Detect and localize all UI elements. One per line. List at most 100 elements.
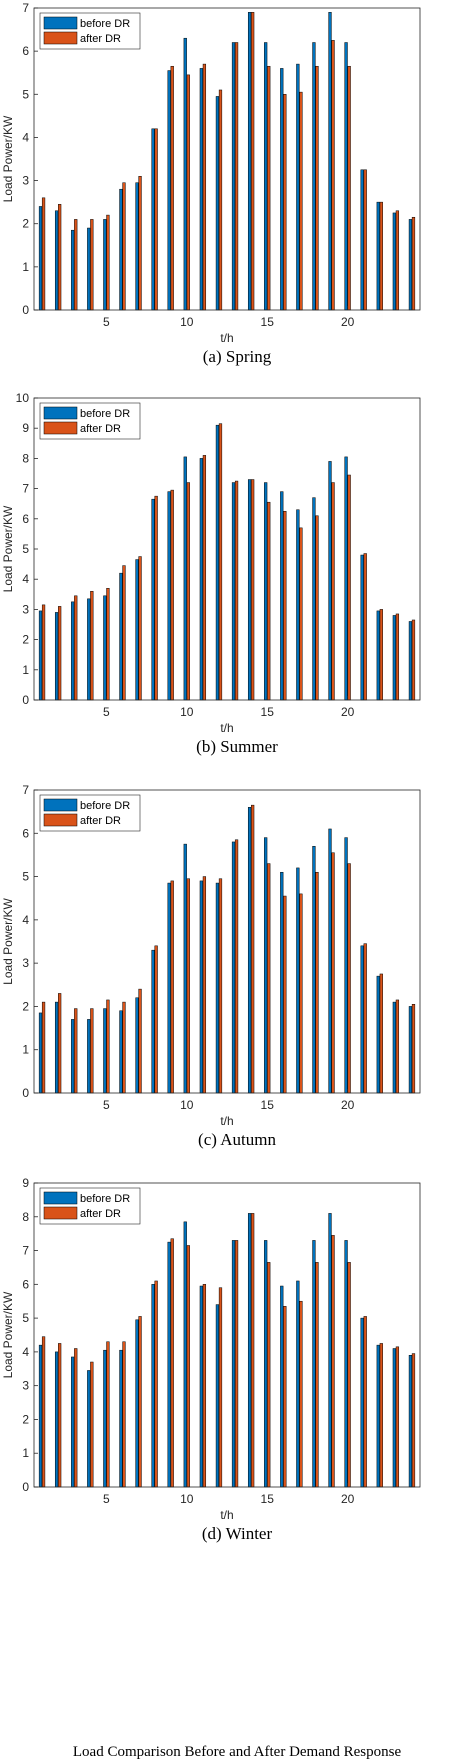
bar-before-15 [264,42,268,311]
bar-before-18 [312,1240,316,1488]
bar-after-9 [170,1238,174,1488]
bar-after-20 [347,1262,351,1488]
y-tick-label: 3 [22,602,29,616]
bar-before-6 [119,188,123,311]
y-axis-label: Load Power/KW [1,1291,15,1378]
figure-caption: Load Comparison Before and After Demand … [72,1744,402,1760]
bar-after-13 [234,1240,239,1488]
bar-before-16 [280,491,284,701]
legend-swatch-after [43,421,78,435]
x-axis-label: t/h [220,1114,233,1128]
bar-before-1 [38,1344,43,1488]
bar-after-21 [363,169,367,311]
bar-after-15 [267,863,271,1094]
bar-after-4 [90,1008,94,1094]
bar-after-3 [74,219,78,311]
bar-after-16 [283,511,287,701]
x-tick-label: 10 [180,1492,194,1506]
bar-before-21 [360,945,364,1094]
legend: before DR after DR [39,1187,141,1225]
y-tick-label: 3 [22,1379,29,1393]
x-tick-label: 15 [261,1492,275,1506]
bar-after-22 [379,1343,383,1488]
bar-before-11 [199,880,203,1094]
bar-after-24 [411,619,416,701]
bar-before-13 [231,1240,236,1488]
subfigure-caption: (c) Autumn [198,1130,276,1149]
bar-after-23 [395,999,400,1094]
y-tick-label: 1 [22,1446,29,1460]
bar-before-22 [376,201,380,311]
bar-after-5 [106,214,110,311]
bar-after-2 [58,993,62,1094]
bar-before-5 [103,595,107,701]
plot-area [34,398,420,700]
bar-before-23 [392,1348,396,1488]
bar-before-21 [360,169,364,311]
bar-after-13 [234,839,239,1094]
x-axis-label: t/h [220,721,233,735]
y-tick-label: 3 [22,174,29,188]
bar-before-11 [199,68,203,311]
bar-after-24 [411,1004,416,1094]
legend-swatch-before [43,798,78,812]
y-axis-label: Load Power/KW [1,115,15,202]
bar-before-4 [87,1019,91,1094]
y-tick-label: 9 [22,421,29,435]
plot-area [34,1183,420,1487]
bar-after-13 [234,480,239,701]
bar-before-10 [183,456,187,701]
bar-after-6 [122,182,126,311]
chart-3: 0 1 2 3 4 5 6 7 5 10 15 20 t/h Load Power/KW before DR… [1,783,421,1149]
bar-before-8 [151,498,155,701]
bar-after-12 [218,423,223,701]
chart-2: 0 1 2 3 4 5 6 7 8 9 10 5 10 15 20 t/h Load Power/KW befor… [1,391,421,756]
y-tick-label: 1 [22,663,29,677]
legend-label-after: after DR [80,33,121,45]
y-tick-label: 2 [22,999,29,1013]
bar-after-18 [315,65,319,311]
x-tick-label: 10 [180,315,194,329]
bar-after-22 [379,973,383,1094]
bar-before-17 [296,63,300,311]
bar-before-2 [54,210,59,311]
y-tick-label: 5 [22,1311,29,1325]
x-tick-label: 10 [180,705,194,719]
bar-before-18 [312,846,316,1094]
bar-before-9 [167,491,171,701]
bar-before-12 [215,424,220,701]
bar-before-3 [71,1356,75,1488]
bar-before-13 [231,841,236,1094]
bar-after-12 [218,1287,223,1488]
y-tick-label: 1 [22,1043,29,1057]
bar-after-22 [379,609,383,701]
bar-after-10 [186,74,190,311]
legend-swatch-after [43,31,78,45]
y-tick-label: 0 [22,1086,29,1100]
y-tick-label: 7 [22,1244,29,1258]
y-tick-label: 5 [22,542,29,556]
y-tick-label: 4 [22,1345,29,1359]
bar-after-17 [299,893,303,1094]
bar-after-1 [41,604,46,701]
bar-after-20 [347,863,351,1094]
bar-after-8 [154,495,158,701]
bar-after-14 [251,804,255,1094]
bar-after-15 [267,1262,271,1488]
legend: before DR after DR [39,12,141,50]
bar-before-13 [231,482,236,701]
bar-before-13 [231,42,236,311]
bar-before-3 [71,601,75,701]
bar-before-1 [38,206,43,311]
bar-before-7 [135,997,139,1094]
bar-before-10 [183,843,187,1094]
bar-after-7 [138,176,142,311]
bar-before-7 [135,1319,139,1488]
legend-swatch-before [43,16,78,30]
plot-area [34,790,420,1093]
y-tick-label: 8 [22,451,29,465]
bar-before-17 [296,1280,300,1488]
y-tick-label: 0 [22,303,29,317]
x-tick-label: 15 [261,705,275,719]
bar-before-22 [376,610,380,701]
